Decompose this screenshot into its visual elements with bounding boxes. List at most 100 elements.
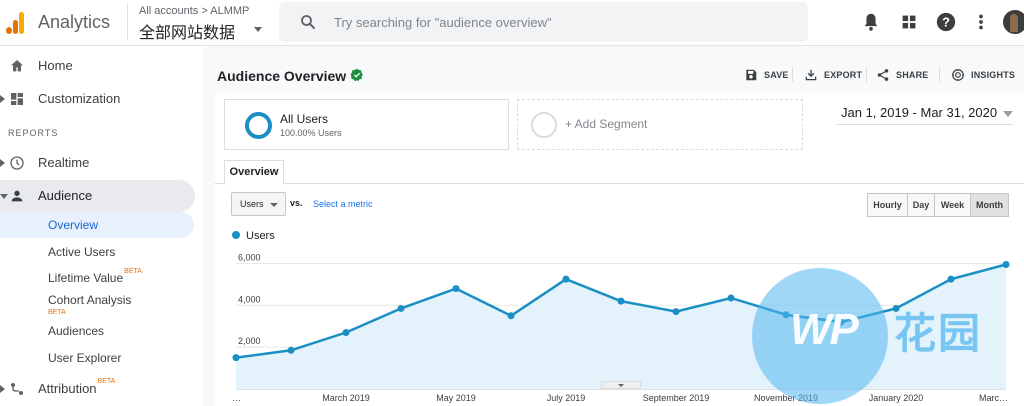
segment-all-users[interactable]: All Users 100.00% Users — [224, 99, 509, 150]
top-bar: Analytics All accounts > ALMMP 全部网站数据 ? — [0, 0, 1024, 46]
save-button[interactable]: SAVE — [744, 68, 794, 84]
help-icon[interactable]: ? — [935, 11, 957, 33]
divider — [127, 4, 128, 40]
export-label: EXPORT — [824, 70, 863, 80]
search-bar[interactable] — [279, 2, 808, 42]
granularity-hourly-button[interactable]: Hourly — [867, 193, 908, 217]
watermark-logo: WP — [790, 305, 859, 354]
sidebar-item-home[interactable]: Home — [0, 50, 195, 82]
x-tick-label: July 2019 — [547, 393, 586, 403]
data-point — [892, 304, 900, 312]
chart-resize-handle[interactable] — [601, 381, 641, 389]
data-point — [232, 354, 240, 362]
legend-dot — [232, 231, 240, 239]
vs-label: vs. — [290, 198, 303, 208]
sidebar-item-customization[interactable]: Customization — [0, 83, 195, 115]
metric-selected: Users — [240, 199, 264, 209]
segment-name: All Users — [280, 112, 329, 126]
expand-arrow-icon — [0, 159, 5, 167]
legend-label: Users — [246, 230, 275, 242]
x-tick-label: January 2020 — [869, 393, 924, 403]
x-tick-label: Marc… — [979, 393, 1008, 403]
sidebar-item-audience[interactable]: Audience — [0, 180, 195, 212]
attribution-icon — [11, 383, 23, 395]
data-point — [397, 304, 405, 312]
chart-area — [235, 263, 1007, 389]
add-segment-button[interactable]: + Add Segment — [517, 99, 803, 150]
search-input[interactable] — [334, 12, 774, 32]
metric-selector[interactable]: Users — [231, 192, 286, 216]
sidebar-item-label: Home — [38, 58, 73, 73]
apps-grid-icon[interactable] — [898, 11, 920, 33]
sidebar-subitem-cohort-analysis[interactable]: Cohort Analysis BETA — [0, 287, 194, 317]
more-vert-icon[interactable] — [970, 11, 992, 33]
divider — [939, 68, 940, 82]
bell-icon[interactable] — [860, 11, 882, 33]
divider — [792, 68, 793, 82]
beta-badge: BETA — [97, 378, 116, 385]
sidebar-subitem-lifetime-value[interactable]: Lifetime ValueBETA — [0, 265, 194, 291]
insights-button[interactable]: INSIGHTS — [951, 68, 1021, 84]
analytics-logo[interactable] — [6, 10, 26, 34]
x-tick-label: … — [232, 393, 241, 403]
x-tick-label: November 2019 — [754, 393, 818, 403]
sidebar-subitem-user-explorer[interactable]: User Explorer — [0, 345, 194, 371]
data-point — [947, 275, 955, 283]
dashboard-icon — [11, 93, 23, 105]
sidebar-subitem-label: Audiences — [48, 324, 105, 338]
tab-overview[interactable]: Overview — [224, 160, 284, 185]
sidebar-subitem-active-users[interactable]: Active Users — [0, 239, 194, 265]
x-tick-label: May 2019 — [436, 393, 476, 403]
app-name: Analytics — [38, 12, 111, 32]
data-point — [452, 285, 460, 293]
series-area — [236, 264, 1006, 389]
granularity-week-button[interactable]: Week — [934, 193, 971, 217]
x-axis-labels: … March 2019 May 2019 July 2019 September 20… — [232, 393, 1008, 403]
export-icon — [805, 69, 817, 81]
data-point — [1002, 261, 1010, 269]
data-point — [342, 329, 350, 337]
y-tick-label: 2,000 — [238, 336, 261, 346]
attribution-label: Attribution — [38, 381, 97, 396]
add-segment-label: + Add Segment — [565, 117, 648, 131]
page-title: Audience Overview — [217, 68, 347, 84]
tab-bar: Overview — [215, 160, 1024, 185]
search-icon — [301, 15, 315, 29]
property-selector[interactable]: 全部网站数据 — [139, 25, 236, 42]
sidebar-item-realtime[interactable]: Realtime — [0, 147, 195, 179]
sidebar-item-label: Realtime — [38, 155, 90, 170]
share-label: SHARE — [896, 70, 929, 80]
watermark-circle — [752, 268, 888, 404]
date-range-picker[interactable]: Jan 1, 2019 - Mar 31, 2020 — [837, 103, 1013, 125]
collapse-arrow-icon — [0, 194, 8, 199]
data-point — [562, 275, 570, 283]
beta-badge: BETA — [48, 309, 66, 316]
granularity-day-button[interactable]: Day — [907, 193, 935, 217]
sidebar-item-label: AttributionBETA — [38, 378, 116, 396]
caret-down-icon[interactable] — [254, 27, 262, 32]
date-range-value: Jan 1, 2019 - Mar 31, 2020 — [841, 105, 998, 120]
svg-text:?: ? — [942, 15, 950, 30]
avatar[interactable] — [1003, 10, 1024, 34]
granularity-month-button[interactable]: Month — [970, 193, 1009, 217]
account-breadcrumb[interactable]: All accounts > ALMMP — [139, 5, 250, 17]
select-metric-link[interactable]: Select a metric — [313, 199, 373, 209]
home-icon — [11, 60, 23, 72]
share-button[interactable]: SHARE — [876, 68, 934, 84]
sidebar-subitem-overview[interactable]: Overview — [0, 212, 194, 238]
sidebar-subitem-label: User Explorer — [48, 351, 122, 365]
data-point — [727, 294, 735, 302]
beta-badge: BETA — [124, 268, 142, 275]
data-point — [507, 312, 515, 320]
sidebar-item-label: Customization — [38, 91, 121, 106]
sidebar-item-attribution[interactable]: AttributionBETA — [0, 373, 195, 405]
x-tick-label: March 2019 — [322, 393, 370, 403]
sidebar-subitem-audiences[interactable]: Audiences — [0, 318, 194, 344]
save-label: SAVE — [764, 70, 789, 80]
insights-label: INSIGHTS — [971, 70, 1016, 80]
sidebar-subitem-label: Lifetime ValueBETA — [48, 268, 142, 285]
share-icon — [877, 69, 889, 81]
export-button[interactable]: EXPORT — [804, 68, 866, 84]
segment-ring-icon — [245, 112, 272, 139]
sidebar-subitem-label: Active Users — [48, 245, 116, 259]
